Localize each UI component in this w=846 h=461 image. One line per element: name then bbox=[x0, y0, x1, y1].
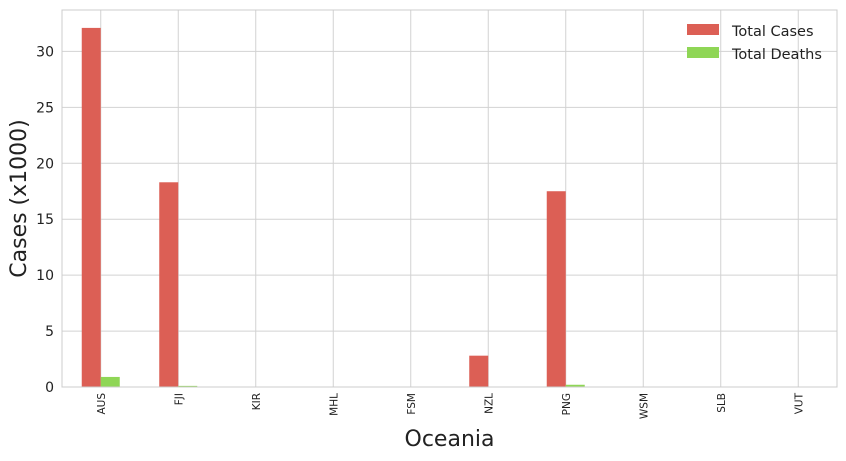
x-tick-label: MHL bbox=[328, 393, 340, 416]
y-tick-label: 10 bbox=[36, 268, 54, 284]
y-tick-label: 30 bbox=[36, 44, 54, 60]
x-tick-label: VUT bbox=[793, 392, 805, 414]
y-tick-label: 15 bbox=[36, 212, 54, 228]
plot-frame bbox=[61, 9, 838, 388]
legend: Total Cases Total Deaths bbox=[687, 24, 822, 63]
y-tick-label: 5 bbox=[45, 324, 54, 340]
x-tick-label: SLB bbox=[716, 393, 728, 413]
legend-swatch-total-cases bbox=[687, 24, 719, 35]
bar-total-deaths-fji bbox=[178, 385, 198, 387]
bar-total-cases-nzl bbox=[469, 355, 489, 387]
x-tick-label: NZL bbox=[483, 393, 495, 414]
y-tick-label: 0 bbox=[45, 380, 54, 396]
x-tick-label: PNG bbox=[561, 393, 573, 415]
bar-total-deaths-png bbox=[565, 384, 585, 387]
x-tick-label: KIR bbox=[251, 393, 263, 410]
bars bbox=[81, 27, 585, 387]
legend-swatch-total-deaths bbox=[687, 47, 719, 58]
x-tick-label: AUS bbox=[96, 393, 108, 415]
legend-label-total-cases: Total Cases bbox=[731, 24, 814, 40]
bar-total-cases-png bbox=[546, 191, 566, 387]
x-tick-label: WSM bbox=[638, 393, 650, 419]
bar-total-cases-aus bbox=[81, 27, 101, 387]
y-axis-label: Cases (x1000) bbox=[7, 119, 32, 277]
y-tick-label: 20 bbox=[36, 156, 54, 172]
x-axis-label: Oceania bbox=[405, 427, 495, 452]
y-tick-label: 25 bbox=[36, 100, 54, 116]
x-tick-label: FSM bbox=[406, 393, 418, 415]
y-tick-labels: 0 5 10 15 20 25 30 bbox=[36, 44, 54, 396]
x-tick-labels: AUS FJI KIR MHL FSM NZL PNG WSM SLB VUT bbox=[96, 392, 806, 419]
x-tick-label: FJI bbox=[173, 393, 185, 405]
bar-total-cases-fji bbox=[159, 182, 179, 387]
legend-label-total-deaths: Total Deaths bbox=[731, 47, 822, 63]
bar-total-deaths-aus bbox=[100, 376, 120, 387]
